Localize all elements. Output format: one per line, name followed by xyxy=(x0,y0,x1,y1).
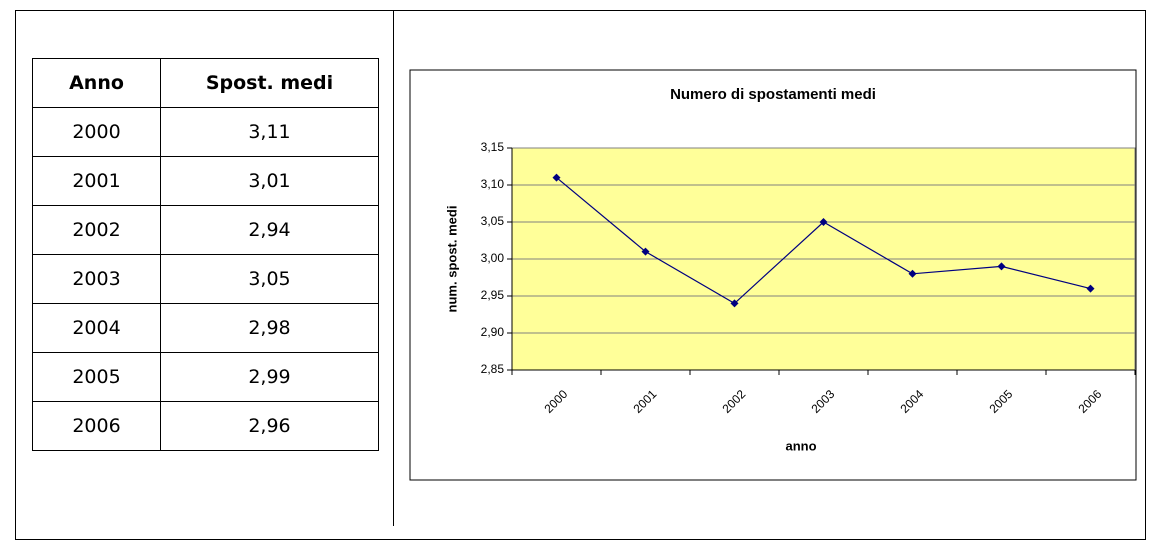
column-divider xyxy=(393,10,394,526)
y-tick-label: 2,85 xyxy=(481,362,505,376)
table-cell: 2002 xyxy=(32,205,161,255)
data-point xyxy=(730,299,739,308)
header-cell: Spost. medi xyxy=(160,58,379,108)
table-cell: 2,94 xyxy=(160,205,379,255)
y-tick-label: 3,15 xyxy=(481,140,505,154)
table-body: 2000 3,11 2001 3,01 2002 2,94 2003 3,05 2004 2,98… xyxy=(32,107,379,451)
y-tick-label: 2,95 xyxy=(481,288,505,302)
table-row: 2002 2,94 xyxy=(32,205,379,255)
data-point xyxy=(997,262,1006,271)
table-row: 2004 2,98 xyxy=(32,303,379,353)
chart-title: Numero di spostamenti medi xyxy=(670,86,876,103)
data-point xyxy=(1086,284,1095,293)
y-axis-label: num. spost. medi xyxy=(444,206,459,313)
table-cell: 3,11 xyxy=(160,107,379,157)
data-point xyxy=(552,173,561,182)
header-cell: Anno xyxy=(32,58,161,108)
data-point xyxy=(908,269,917,278)
x-axis-label: anno xyxy=(785,438,816,453)
y-tick-label: 2,90 xyxy=(481,325,505,339)
y-tick-label: 3,05 xyxy=(481,214,505,228)
table-row: 2001 3,01 xyxy=(32,156,379,206)
data-point xyxy=(641,247,650,256)
table-cell: 2001 xyxy=(32,156,161,206)
table-cell: 2004 xyxy=(32,303,161,353)
table-cell: 2,96 xyxy=(160,401,379,451)
table-cell: 2,98 xyxy=(160,303,379,353)
table-row: 2000 3,11 xyxy=(32,107,379,157)
data-table: Anno Spost. medi 2000 3,11 2001 3,01 2002 2,9… xyxy=(32,58,379,451)
table-row: 2006 2,96 xyxy=(32,401,379,451)
data-point xyxy=(819,218,828,226)
y-tick-label: 3,10 xyxy=(481,177,505,191)
header-row: Anno Spost. medi xyxy=(32,58,379,108)
table-cell: 2000 xyxy=(32,107,161,157)
chart: Numero di spostamenti medi anno num. spo… xyxy=(409,69,1137,481)
y-tick-label: 3,00 xyxy=(481,251,505,265)
table-cell: 2006 xyxy=(32,401,161,451)
table-cell: 2,99 xyxy=(160,352,379,402)
table-cell: 3,05 xyxy=(160,254,379,304)
page: Anno Spost. medi 2000 3,11 2001 3,01 2002 2,9… xyxy=(15,10,1146,540)
